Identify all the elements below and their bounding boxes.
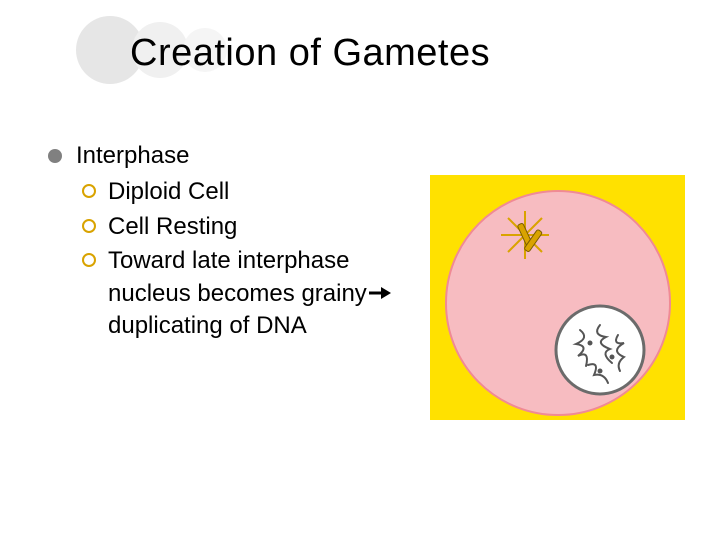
bullet-text-pre: Toward late interphase nucleus becomes g… [108,247,367,306]
nucleus [556,306,644,394]
bullet-lvl2: Toward late interphase nucleus becomes g… [48,245,408,342]
arrow-icon [367,278,391,310]
bullet-text-post: duplicating of DNA [108,312,307,339]
slide-body: Interphase Diploid Cell Cell Resting Tow… [48,140,408,344]
bullet-lvl2: Cell Resting [48,211,408,243]
bullet-lvl2: Diploid Cell [48,176,408,208]
cell-figure [430,175,685,420]
cell-membrane [446,191,670,415]
centriole-aster [501,211,549,259]
bullet-lvl1: Interphase [48,140,408,172]
slide-title: Creation of Gametes [130,32,490,75]
